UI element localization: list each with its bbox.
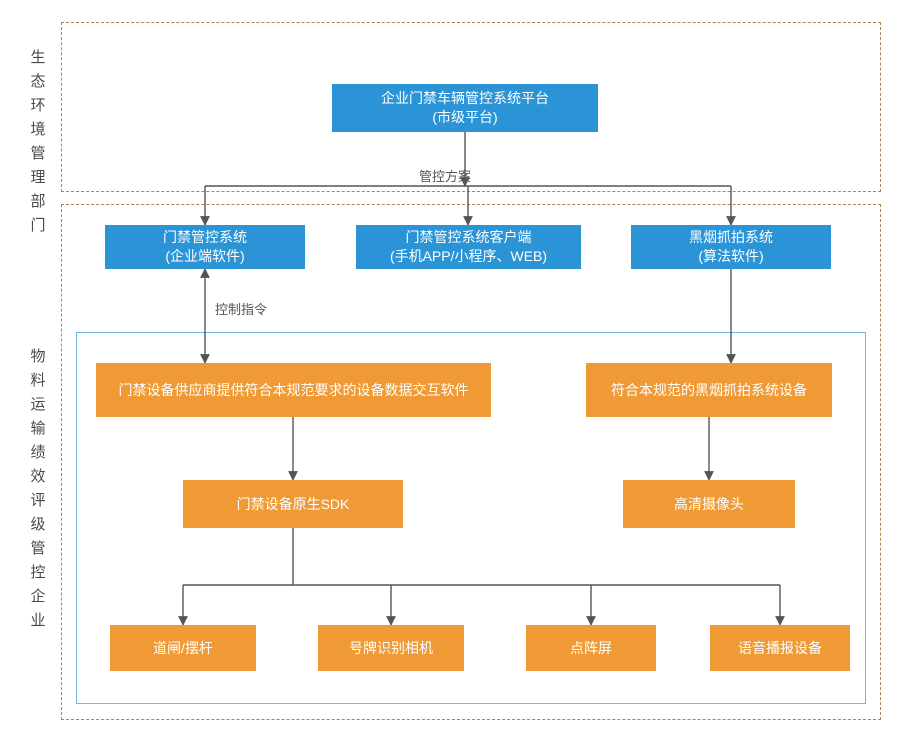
node-camera-text: 高清摄像头 (674, 495, 744, 514)
node-sys-blacksmoke: 黑烟抓拍系统 (算法软件) (631, 225, 831, 269)
node-camera: 高清摄像头 (623, 480, 795, 528)
node-leaf-voice-device: 语音播报设备 (710, 625, 850, 671)
node-leaf-dot-matrix-text: 点阵屏 (570, 639, 612, 658)
node-sys-enterprise-text: 门禁管控系统 (企业端软件) (163, 228, 247, 266)
node-blacksmoke-device: 符合本规范的黑烟抓拍系统设备 (586, 363, 832, 417)
edge-label-command: 控制指令 (215, 299, 267, 318)
node-sdk-text: 门禁设备原生SDK (237, 495, 350, 514)
section-label-bottom: 物料运输绩效评级管控企业 (30, 345, 46, 633)
node-blacksmoke-device-text: 符合本规范的黑烟抓拍系统设备 (611, 381, 807, 400)
diagram-root: 生态环境管理部门 物料运输绩效评级管控企业 企业门禁车辆管控系统平台 (市级平台… (0, 0, 900, 741)
node-sys-blacksmoke-text: 黑烟抓拍系统 (算法软件) (689, 228, 773, 266)
node-sys-client: 门禁管控系统客户端 (手机APP/小程序、WEB) (356, 225, 581, 269)
node-sdk: 门禁设备原生SDK (183, 480, 403, 528)
node-leaf-dot-matrix: 点阵屏 (526, 625, 656, 671)
node-leaf-barrier: 道闸/摆杆 (110, 625, 256, 671)
node-leaf-barrier-text: 道闸/摆杆 (153, 639, 213, 658)
node-gateway-software: 门禁设备供应商提供符合本规范要求的设备数据交互软件 (96, 363, 491, 417)
node-platform: 企业门禁车辆管控系统平台 (市级平台) (332, 84, 598, 132)
node-sys-client-text: 门禁管控系统客户端 (手机APP/小程序、WEB) (390, 228, 547, 266)
node-gateway-software-text: 门禁设备供应商提供符合本规范要求的设备数据交互软件 (119, 381, 469, 400)
node-platform-text: 企业门禁车辆管控系统平台 (市级平台) (381, 89, 549, 127)
section-label-top: 生态环境管理部门 (30, 46, 46, 238)
node-sys-enterprise: 门禁管控系统 (企业端软件) (105, 225, 305, 269)
edge-label-plan: 管控方案 (419, 166, 471, 185)
node-leaf-voice-device-text: 语音播报设备 (738, 639, 822, 658)
node-leaf-plate-camera: 号牌识别相机 (318, 625, 464, 671)
node-leaf-plate-camera-text: 号牌识别相机 (349, 639, 433, 658)
